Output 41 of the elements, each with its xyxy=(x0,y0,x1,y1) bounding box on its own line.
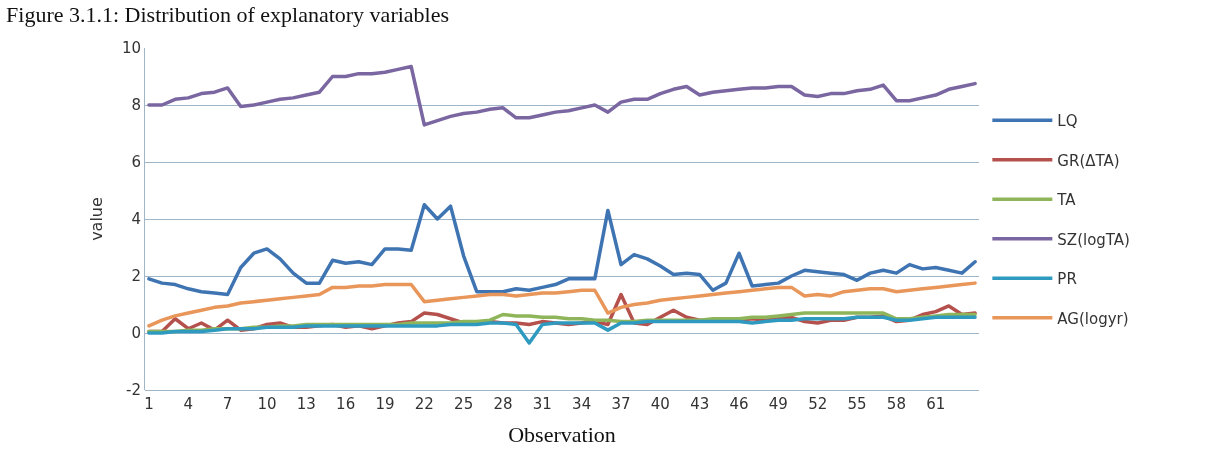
x-tick-label: 58 xyxy=(886,395,906,413)
y-tick-label: 8 xyxy=(131,96,141,115)
chart-title: Figure 3.1.1: Distribution of explanatory variables xyxy=(6,2,450,28)
x-tick-label: 25 xyxy=(454,395,474,413)
y-axis-title: value xyxy=(86,197,106,241)
legend-label: SZ(logTA) xyxy=(1057,230,1130,249)
legend-label: LQ xyxy=(1057,112,1078,131)
x-tick-label: 22 xyxy=(414,395,434,413)
x-tick-label: 49 xyxy=(768,395,788,413)
x-tick-label: 46 xyxy=(729,395,749,413)
y-tick-label: 10 xyxy=(121,39,141,58)
x-axis-title: Observation xyxy=(508,421,616,447)
y-tick-label: 0 xyxy=(131,324,141,343)
x-tick-label: 19 xyxy=(375,395,395,413)
x-tick-label: 13 xyxy=(296,395,316,413)
x-tick-label: 16 xyxy=(336,395,356,413)
legend-label: TA xyxy=(1056,191,1077,210)
line-series xyxy=(147,203,977,297)
y-tick-label: 6 xyxy=(131,153,141,172)
x-tick-label: 52 xyxy=(808,395,828,413)
x-tick-label: 34 xyxy=(572,395,592,413)
x-tick-label: 55 xyxy=(847,395,867,413)
x-tick-label: 1 xyxy=(144,395,154,413)
legend-label: PR xyxy=(1057,270,1077,289)
legend-label: AG(logyr) xyxy=(1057,309,1129,328)
y-tick-label: 4 xyxy=(131,210,141,229)
y-tick-label: 2 xyxy=(131,267,141,286)
x-tick-label: 4 xyxy=(183,395,194,413)
line-series xyxy=(147,281,977,328)
x-tick-label: 31 xyxy=(532,395,552,413)
x-tick-label: 43 xyxy=(690,395,710,413)
y-tick-label: -2 xyxy=(126,381,141,400)
x-tick-label: 28 xyxy=(493,395,513,413)
x-tick-label: 10 xyxy=(257,395,277,413)
line-series xyxy=(147,64,977,127)
x-tick-label: 37 xyxy=(611,395,631,413)
legend-label: GR(ΔTA) xyxy=(1057,151,1120,170)
line-series xyxy=(147,315,977,345)
x-tick-label: 40 xyxy=(650,395,670,413)
x-tick-label: 61 xyxy=(926,395,946,413)
x-tick-label: 7 xyxy=(222,395,233,413)
